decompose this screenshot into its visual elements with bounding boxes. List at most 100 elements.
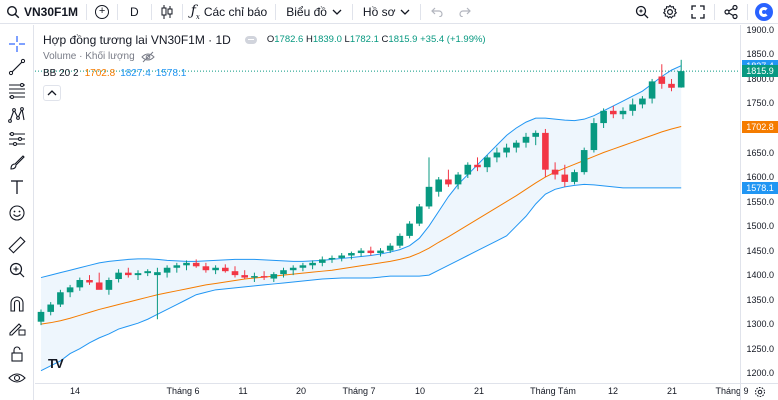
candle-body	[542, 132, 549, 170]
chart-type-button[interactable]	[154, 0, 180, 24]
candle-body	[222, 267, 229, 272]
magnet-tool[interactable]	[0, 293, 34, 315]
candle-body	[319, 259, 326, 263]
candle-body	[610, 110, 617, 115]
candle-body	[280, 270, 287, 275]
gear-icon	[662, 4, 678, 19]
candle-body	[86, 280, 93, 283]
candle-body	[454, 174, 462, 185]
legend-menu-button[interactable]	[244, 35, 257, 44]
price-tick: 1850.0	[746, 49, 774, 60]
fullscreen-button[interactable]	[684, 0, 712, 24]
indicators-button[interactable]: ƒx Các chỉ báo	[185, 0, 274, 24]
candle-body	[619, 110, 627, 115]
candle-body	[134, 273, 142, 276]
brush-tool[interactable]	[0, 152, 34, 174]
compare-button[interactable]: +	[89, 0, 115, 24]
candle-body	[658, 76, 666, 84]
bb-legend-row: BB 20 2 1702.8 1827.4 1578.1	[43, 65, 486, 82]
toolbar-divider	[275, 3, 277, 20]
candle-body	[299, 265, 307, 268]
settings-button[interactable]	[656, 0, 684, 24]
candle-body	[183, 262, 190, 266]
candle-body	[464, 164, 472, 175]
share-button[interactable]	[717, 0, 745, 24]
candle-body	[338, 255, 345, 258]
drawing-toolbar	[0, 25, 34, 400]
candle-body	[561, 174, 569, 182]
toolbar-divider	[420, 3, 422, 20]
candle-body	[522, 136, 530, 143]
candle-body	[270, 274, 278, 279]
change-value: +35.4 (+1.99%)	[420, 34, 486, 45]
trend-line-tool[interactable]	[0, 56, 34, 78]
price-tick: 1550.0	[746, 196, 774, 207]
price-plot[interactable]	[35, 25, 740, 383]
chevron-down-icon	[332, 9, 342, 15]
interval-button[interactable]: D	[120, 0, 149, 24]
quick-search-button[interactable]	[628, 0, 656, 24]
candle-body	[445, 179, 452, 185]
fib-tool[interactable]	[0, 80, 34, 102]
symbol-search[interactable]: VN30F1M	[0, 0, 84, 24]
toolbar-divider	[181, 3, 183, 20]
candle-body	[580, 150, 588, 173]
candle-body	[571, 172, 578, 182]
low-label: L	[344, 34, 350, 45]
price-tick: 1500.0	[746, 221, 774, 232]
price-tick: 1750.0	[746, 98, 774, 109]
ruler-tool[interactable]	[0, 234, 34, 256]
chart-legend: Hợp đồng tương lai VN30F1M · 1D O1782.6 …	[43, 31, 486, 101]
candles-icon	[161, 4, 173, 19]
time-tick: 21	[473, 386, 485, 396]
time-tick: 14	[69, 386, 81, 396]
crosshair-tool[interactable]	[0, 33, 34, 55]
pattern-tool[interactable]	[0, 104, 34, 126]
candle-body	[76, 280, 84, 288]
candle-body	[406, 223, 413, 236]
tradingview-logo[interactable]: TV	[48, 356, 64, 371]
chart-pane[interactable]: Hợp đồng tương lai VN30F1M · 1D O1782.6 …	[35, 25, 778, 400]
legend-collapse-button[interactable]	[43, 84, 61, 101]
undo-button[interactable]	[423, 0, 451, 24]
time-tick: Tháng 7	[342, 386, 376, 396]
chevron-down-icon	[401, 9, 410, 15]
price-scale[interactable]: 1900.01850.01800.01750.01700.01650.01600…	[740, 25, 778, 383]
crosshair-icon	[9, 36, 25, 52]
top-toolbar: VN30F1M + D ƒx Các chỉ báo Biểu đồ Hồ sơ	[0, 0, 778, 24]
bb-mid-line	[40, 126, 682, 325]
emoji-tool[interactable]	[0, 202, 34, 224]
chart-menu-button[interactable]: Biểu đồ	[278, 0, 350, 24]
bb-label: BB 20 2	[43, 68, 79, 79]
volume-legend-row: Volume · Khối lượng	[43, 48, 486, 65]
profile-menu-button[interactable]: Hồ sơ	[355, 0, 419, 24]
time-tick: 10	[414, 386, 426, 396]
candle-body	[677, 71, 685, 88]
toolbar-right-group	[628, 0, 778, 24]
time-tick: 12	[607, 386, 619, 396]
candle-body	[47, 304, 54, 312]
price-tick: 1600.0	[746, 172, 774, 183]
prediction-tool[interactable]	[0, 128, 34, 150]
candle-body	[289, 267, 297, 271]
ruler-icon	[8, 236, 26, 254]
price-tick: 1200.0	[746, 368, 774, 379]
lock-drawings-tool[interactable]	[0, 317, 34, 339]
magnet-icon	[10, 296, 24, 312]
candle-body	[202, 266, 210, 271]
brand-logo-button[interactable]	[750, 0, 778, 24]
brush-icon	[10, 155, 25, 170]
eye-off-icon[interactable]	[140, 51, 155, 63]
lock-all-tool[interactable]	[0, 343, 34, 365]
zoom-in-tool[interactable]	[0, 259, 34, 281]
redo-button[interactable]	[451, 0, 479, 24]
candle-body	[532, 132, 539, 137]
time-tick: 11	[238, 386, 248, 396]
hide-drawings-tool[interactable]	[0, 367, 34, 389]
scale-settings-button[interactable]	[740, 383, 778, 400]
time-scale[interactable]: 14 Tháng 6 11 20 Tháng 7 10 21 Tháng Tám 12 21 Thá…	[35, 383, 749, 400]
fullscreen-icon	[691, 5, 705, 19]
text-tool[interactable]	[0, 176, 34, 198]
text-icon	[11, 180, 23, 194]
bb-lower-value: 1578.1	[155, 68, 187, 79]
